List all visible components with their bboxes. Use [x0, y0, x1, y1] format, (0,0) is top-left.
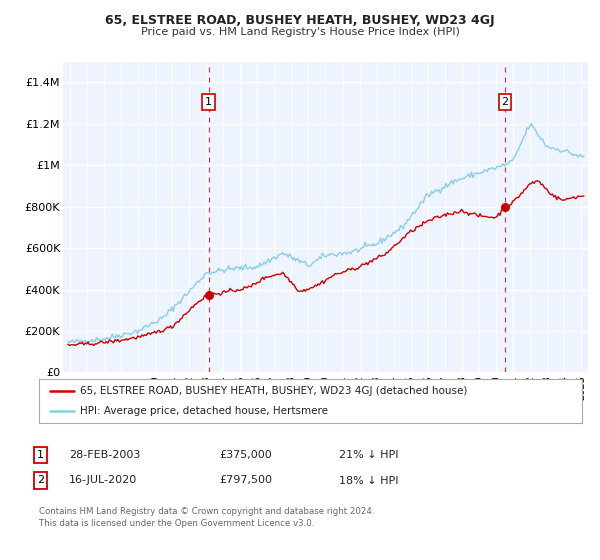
Text: 65, ELSTREE ROAD, BUSHEY HEATH, BUSHEY, WD23 4GJ: 65, ELSTREE ROAD, BUSHEY HEATH, BUSHEY, … — [105, 14, 495, 27]
Text: Contains HM Land Registry data © Crown copyright and database right 2024.
This d: Contains HM Land Registry data © Crown c… — [39, 507, 374, 528]
Text: 65, ELSTREE ROAD, BUSHEY HEATH, BUSHEY, WD23 4GJ (detached house): 65, ELSTREE ROAD, BUSHEY HEATH, BUSHEY, … — [80, 386, 467, 396]
Text: 18% ↓ HPI: 18% ↓ HPI — [339, 475, 398, 486]
Text: 1: 1 — [37, 450, 44, 460]
Text: £375,000: £375,000 — [219, 450, 272, 460]
Text: Price paid vs. HM Land Registry's House Price Index (HPI): Price paid vs. HM Land Registry's House … — [140, 27, 460, 37]
Text: 2: 2 — [502, 97, 509, 107]
Text: 16-JUL-2020: 16-JUL-2020 — [69, 475, 137, 486]
Text: HPI: Average price, detached house, Hertsmere: HPI: Average price, detached house, Hert… — [80, 406, 328, 416]
Text: £797,500: £797,500 — [219, 475, 272, 486]
Text: 2: 2 — [37, 475, 44, 486]
Text: 1: 1 — [205, 97, 212, 107]
Text: 21% ↓ HPI: 21% ↓ HPI — [339, 450, 398, 460]
Text: 28-FEB-2003: 28-FEB-2003 — [69, 450, 140, 460]
